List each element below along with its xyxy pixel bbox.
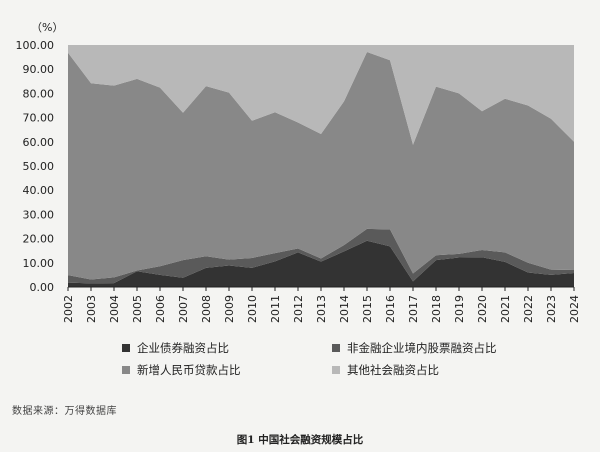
x-tick-label: 2014 [338,295,351,323]
legend-swatch-loans [122,366,130,374]
legend-label-loans: 新增人民币贷款占比 [137,363,241,377]
stacked-area-chart: （%） 0.00 10.00 20.00 30.00 40.00 50.00 60.00 70.… [16,21,582,323]
figure-caption: 图1 中国社会融资规模占比 [236,434,364,446]
x-tick-label: 2015 [361,295,374,323]
x-tick-label: 2016 [384,295,397,323]
x-tick-label: 2012 [292,295,305,323]
x-tick-label: 2019 [453,295,466,323]
x-tick-label: 2002 [62,295,75,323]
area-series-3 [68,45,574,145]
legend-item-other: 其他社会融资占比 [332,362,439,378]
legend-swatch-bond [122,344,130,352]
y-tick-label: 50.00 [23,160,55,173]
y-tick-label: 30.00 [23,208,55,221]
legend-label-equity: 非金融企业境内股票融资占比 [347,341,497,355]
area-series-0 [68,240,574,287]
x-tick-label: 2017 [407,295,420,323]
y-tick-label: 20.00 [23,233,55,246]
x-tick-label: 2013 [315,295,328,323]
x-tick-label: 2003 [85,295,98,323]
x-tick-label: 2020 [476,295,489,323]
x-tick-label: 2004 [108,295,121,323]
x-tick-label: 2023 [545,295,558,323]
y-tick-label: 80.00 [23,87,55,100]
x-tick-label: 2006 [154,295,167,323]
legend-item-loans: 新增人民币贷款占比 [122,362,241,378]
legend-item-bond: 企业债券融资占比 [122,340,229,356]
x-tick-label: 2022 [522,295,535,323]
area-series-1 [68,228,574,284]
y-tick-label: 60.00 [23,136,55,149]
y-tick-label: 70.00 [23,112,55,125]
chart: （%） 0.00 10.00 20.00 30.00 40.00 50.00 60.00 70.… [16,21,582,378]
y-tick-label: 0.00 [30,281,55,294]
y-tick-label: 10.00 [23,257,55,270]
y-tick-label: 90.00 [23,63,55,76]
legend-swatch-equity [332,344,340,352]
x-tick-label: 2007 [177,295,190,323]
x-tick-label: 2010 [246,295,259,323]
source-note: 数据来源：万得数据库 [12,406,117,417]
x-tick-label: 2011 [269,295,282,323]
x-tick-label: 2021 [499,295,512,323]
x-tick-label: 2005 [131,295,144,323]
area-series-2 [68,52,574,280]
legend-label-other: 其他社会融资占比 [347,363,439,377]
y-tick-label: 100.00 [16,39,55,52]
x-tick-label: 2018 [430,295,443,323]
y-tick-label: 40.00 [23,184,55,197]
x-tick-label: 2008 [200,295,213,323]
legend-item-equity: 非金融企业境内股票融资占比 [332,340,497,356]
y-unit-label: （%） [31,21,63,34]
legend-label-bond: 企业债券融资占比 [137,341,229,355]
x-tick-label: 2024 [568,295,581,323]
legend-swatch-other [332,366,340,374]
x-tick-label: 2009 [223,295,236,323]
